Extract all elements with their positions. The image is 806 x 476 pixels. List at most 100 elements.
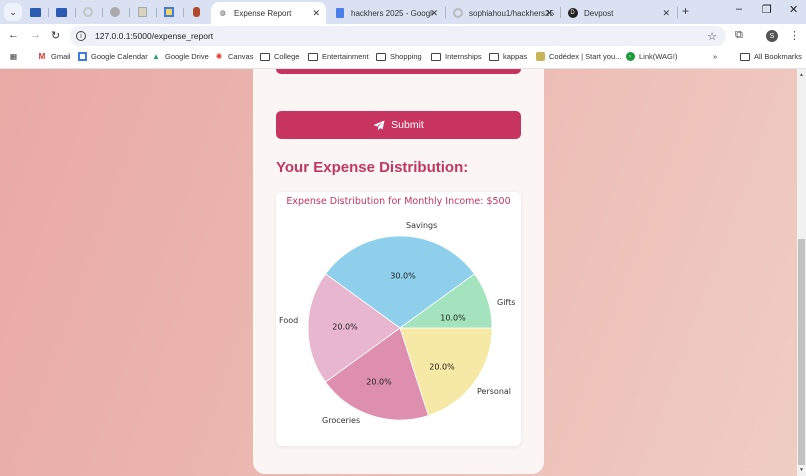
tab-github-repo[interactable]: sophiahou1/hackhers25 ✕ <box>446 2 559 24</box>
calendar-icon <box>164 7 174 17</box>
tab-separator <box>445 7 446 18</box>
pinned-tab-dell-2[interactable] <box>54 5 68 19</box>
tab-strip: ⌄ ◍ Expense Report ✕ hackhers 2025 - Goo… <box>0 0 806 24</box>
pie-pct-groceries: 20.0% <box>366 377 392 387</box>
address-bar[interactable]: i 127.0.0.1:5000/expense_report ☆ <box>70 26 726 46</box>
tab-title: Expense Report <box>234 8 292 18</box>
new-tab-button[interactable]: + <box>682 4 690 18</box>
bookmark-link-wag[interactable]: › Link(WAG!) <box>625 52 677 61</box>
submit-label: Submit <box>391 119 424 131</box>
pinned-tab-doc[interactable] <box>135 5 149 19</box>
scroll-down-arrow-icon[interactable]: ▼ <box>799 467 804 473</box>
folder-icon <box>740 52 750 61</box>
apps-grid-icon[interactable]: ▦ <box>10 52 18 61</box>
pinned-tab-calendar[interactable] <box>162 5 176 19</box>
extensions-icon[interactable]: ⧉ <box>735 29 743 41</box>
doc-icon <box>137 7 147 17</box>
tab-separator <box>102 8 103 17</box>
scroll-up-arrow-icon[interactable]: ▲ <box>799 72 804 78</box>
canvas-icon: ✺ <box>215 52 223 61</box>
bookmark-gmail[interactable]: M Gmail <box>38 52 71 61</box>
globe-icon: ◍ <box>219 10 226 17</box>
tab-devpost[interactable]: D Devpost ✕ <box>561 2 676 24</box>
all-bookmarks-button[interactable]: All Bookmarks <box>740 52 802 61</box>
tab-expense-report[interactable]: ◍ Expense Report ✕ <box>211 2 326 24</box>
pinned-tab-globe[interactable] <box>108 5 122 19</box>
codedex-icon <box>535 52 545 61</box>
github-icon <box>452 8 463 19</box>
folder-icon <box>431 52 441 61</box>
browser-toolbar: ← → ↻ i 127.0.0.1:5000/expense_report ☆ … <box>0 24 806 48</box>
bookmarks-bar: ▦ M Gmail Google Calendar ▲ Google Drive ✺… <box>0 48 806 69</box>
reload-button[interactable]: ↻ <box>51 30 61 42</box>
tab-title: Devpost <box>584 8 614 18</box>
paper-plane-icon <box>373 120 385 130</box>
bookmark-folder-shopping[interactable]: Shopping <box>376 52 422 61</box>
submit-button[interactable]: Submit <box>276 111 521 139</box>
pinned-tab-bear[interactable] <box>189 5 203 19</box>
close-tab-icon[interactable]: ✕ <box>545 7 553 18</box>
tab-separator <box>677 7 678 18</box>
page-scrollbar[interactable]: ▲ ▼ <box>797 69 806 476</box>
pinned-tab-github[interactable] <box>81 5 95 19</box>
bookmark-folder-kappas[interactable]: kappas <box>489 52 527 61</box>
site-info-icon[interactable]: i <box>76 31 86 41</box>
minimize-button[interactable]: – <box>736 3 743 15</box>
pie-slice-savings <box>325 235 475 329</box>
pie-label-savings: Savings <box>406 221 438 230</box>
drive-icon: ▲ <box>152 52 160 61</box>
devpost-icon: D <box>567 8 578 19</box>
pie-slice-groceries <box>325 327 429 421</box>
expense-form-card: Submit Your Expense Distribution: Expens… <box>253 69 544 474</box>
forward-button[interactable]: → <box>30 29 41 41</box>
expense-distribution-heading: Your Expense Distribution: <box>276 159 469 176</box>
bookmarks-overflow-button[interactable]: » <box>713 52 718 61</box>
chart-title: Expense Distribution for Monthly Income:… <box>286 196 511 207</box>
close-tab-icon[interactable]: ✕ <box>312 7 320 18</box>
bookmark-codedex[interactable]: Codédex | Start you... <box>535 52 621 61</box>
tab-separator <box>183 8 184 17</box>
restore-button[interactable]: ❐ <box>762 4 772 16</box>
link-icon: › <box>625 52 635 61</box>
pie-pct-savings: 30.0% <box>390 271 416 281</box>
bookmark-canvas[interactable]: ✺ Canvas <box>215 52 254 61</box>
pie-pct-personal: 20.0% <box>429 362 455 372</box>
tab-title: hackhers 2025 - Google <box>351 8 433 18</box>
bookmark-folder-internships[interactable]: Internships <box>431 52 482 61</box>
close-tab-icon[interactable]: ✕ <box>662 7 670 18</box>
close-tab-icon[interactable]: ✕ <box>430 7 438 18</box>
tab-hackhers-doc[interactable]: hackhers 2025 - Google ✕ <box>328 2 444 24</box>
pie-slice-food <box>307 273 401 383</box>
bookmark-folder-entertainment[interactable]: Entertainment <box>308 52 369 61</box>
profile-avatar[interactable]: S <box>766 30 778 42</box>
pie-pct-gifts: 10.0% <box>440 313 466 323</box>
pie-label-groceries: Groceries <box>322 416 361 425</box>
pie-chart <box>307 235 493 421</box>
back-button[interactable]: ← <box>8 29 19 41</box>
tab-separator <box>156 8 157 17</box>
bookmark-google-calendar[interactable]: Google Calendar <box>77 52 148 61</box>
pinned-tab-dell[interactable] <box>28 5 42 19</box>
tab-title: sophiahou1/hackhers25 <box>469 8 554 18</box>
pie-label-gifts: Gifts <box>497 298 516 307</box>
github-icon <box>83 7 93 17</box>
tab-separator <box>560 7 561 18</box>
pie-slice-gifts <box>398 273 493 329</box>
menu-kebab-icon[interactable]: ⋮ <box>789 30 800 42</box>
tab-separator <box>75 8 76 17</box>
folder-icon <box>308 52 318 61</box>
tab-search-button[interactable]: ⌄ <box>4 3 22 21</box>
url-text[interactable]: 127.0.0.1:5000/expense_report <box>95 31 214 41</box>
scrollbar-thumb[interactable] <box>798 239 805 465</box>
bookmark-star-icon[interactable]: ☆ <box>707 30 717 43</box>
folder-icon <box>489 52 499 61</box>
gmail-icon: M <box>38 52 46 61</box>
bookmark-folder-college[interactable]: College <box>260 52 299 61</box>
close-window-button[interactable]: ✕ <box>789 4 799 16</box>
pie-label-food: Food <box>279 316 299 325</box>
previous-button-edge[interactable] <box>276 69 521 74</box>
pie-slice-personal <box>399 327 493 417</box>
bookmark-google-drive[interactable]: ▲ Google Drive <box>152 52 209 61</box>
dell-icon <box>29 7 41 17</box>
folder-icon <box>260 52 270 61</box>
